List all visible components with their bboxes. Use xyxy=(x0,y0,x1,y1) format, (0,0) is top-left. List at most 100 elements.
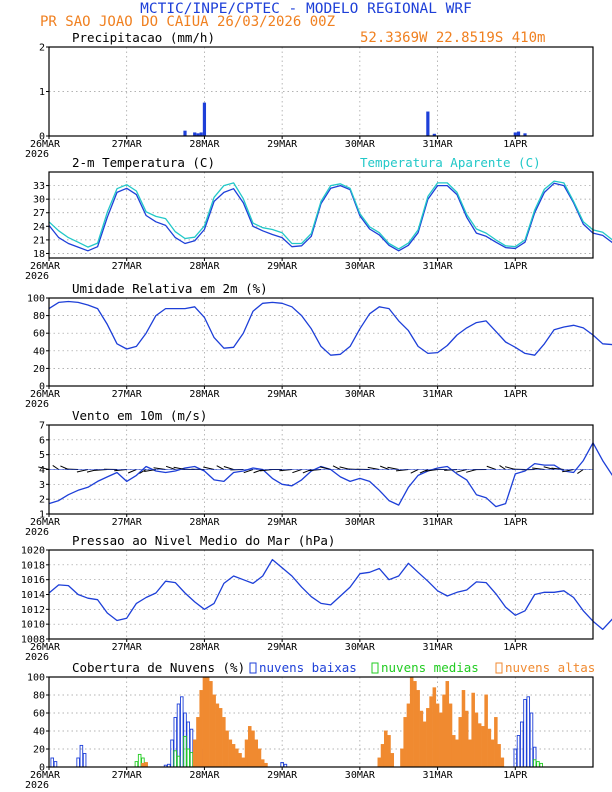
precip-bar xyxy=(516,131,521,136)
cloud-bar-2 xyxy=(419,710,424,768)
y-tick-label: 80 xyxy=(33,691,45,702)
legend-swatch xyxy=(371,662,379,674)
y-tick-label: 0 xyxy=(39,763,45,774)
panel-frame xyxy=(48,424,594,515)
cloud-bar-2 xyxy=(458,717,463,768)
cloud-bar-2 xyxy=(202,676,207,768)
cloud-bar-2 xyxy=(212,694,216,768)
cloud-bar-2 xyxy=(390,753,395,768)
precip-bar xyxy=(523,133,527,136)
wind-arrow xyxy=(332,465,341,470)
y-tick-label: 1016 xyxy=(21,575,45,586)
y-tick-label: 100 xyxy=(27,294,45,305)
x-tick-label: 26MAR xyxy=(30,770,61,781)
x-tick-label: 30MAR xyxy=(345,642,376,653)
panel-frame xyxy=(48,171,594,259)
cloud-bar-1 xyxy=(176,755,181,768)
y-tick-label: 0 xyxy=(39,382,45,393)
precip-bar xyxy=(513,132,517,136)
cloud-bar-2 xyxy=(487,728,492,768)
cloud-bar-2 xyxy=(244,739,249,768)
y-tick-label: 0 xyxy=(39,132,45,143)
header-station: PR SAO JOAO DO CAIUA 26/03/2026 00Z xyxy=(40,14,335,30)
cloud-bar-2 xyxy=(247,726,252,768)
x-tick-label: 28MAR xyxy=(189,517,220,528)
x-tick-label: 28MAR xyxy=(189,642,220,653)
x-tick-label: 31MAR xyxy=(423,389,454,400)
header-title: MCTIC/INPE/CPTEC - MODELO REGIONAL WRF xyxy=(140,1,472,17)
precip-bar xyxy=(199,132,203,136)
cloud-bar-0 xyxy=(170,739,174,768)
x-tick-label: 31MAR xyxy=(423,770,454,781)
x-tick-label: 1APR xyxy=(503,389,528,400)
cloud-bar-2 xyxy=(471,692,475,768)
cloud-bar-2 xyxy=(413,681,417,768)
cloud-bar-2 xyxy=(257,748,262,768)
y-tick-label: 5 xyxy=(39,450,45,461)
wind-arrow xyxy=(410,469,419,474)
x-tick-label: 31MAR xyxy=(423,261,454,272)
cloud-bar-0 xyxy=(76,757,80,768)
cloud-bar-1 xyxy=(183,735,187,768)
cloud-bar-2 xyxy=(225,730,229,768)
cloud-bar-2 xyxy=(215,703,220,768)
cloud-bar-0 xyxy=(519,721,524,768)
cloud-bar-2 xyxy=(380,744,385,768)
precip-bar xyxy=(183,130,187,136)
x-tick-label: 31MAR xyxy=(423,642,454,653)
cloud-bar-2 xyxy=(461,690,466,768)
wind-arrow xyxy=(139,469,147,474)
cloud-bar-0 xyxy=(53,761,58,768)
cloud-bar-1 xyxy=(189,752,194,768)
wind-arrow xyxy=(380,465,390,470)
x-tick-label: 28MAR xyxy=(189,389,220,400)
x-tick-label: 26MAR xyxy=(30,517,61,528)
x-tick-year: 2026 xyxy=(25,527,49,538)
panel-title: Cobertura de Nuvens (%) xyxy=(72,660,245,675)
x-tick-label: 1APR xyxy=(503,642,528,653)
y-tick-label: 6 xyxy=(39,435,45,446)
cloud-bar-2 xyxy=(497,744,501,768)
wind-arrow xyxy=(486,465,497,470)
cloud-bar-2 xyxy=(426,708,430,768)
cloud-bar-0 xyxy=(516,735,521,768)
panel-frame xyxy=(48,46,594,137)
cloud-bar-0 xyxy=(526,696,531,768)
x-tick-year: 2026 xyxy=(25,652,49,663)
cloud-bar-2 xyxy=(238,753,242,768)
cloud-bar-2 xyxy=(209,681,213,768)
cloud-bar-2 xyxy=(477,723,482,768)
y-tick-label: 1020 xyxy=(21,546,45,557)
cloud-bar-2 xyxy=(468,739,472,768)
y-tick-label: 1008 xyxy=(21,635,45,646)
wind-arrow xyxy=(216,465,225,470)
cloud-bar-2 xyxy=(464,710,469,768)
cloud-bar-2 xyxy=(387,735,391,768)
legend-label: nuvens medias xyxy=(381,660,479,675)
cloud-bar-2 xyxy=(383,730,388,768)
y-tick-label: 7 xyxy=(39,421,45,432)
panel-title: Precipitacao (mm/h) xyxy=(72,30,215,45)
x-tick-label: 1APR xyxy=(503,517,528,528)
precip-bar xyxy=(432,133,436,136)
panel-title: Vento em 10m (m/s) xyxy=(72,408,207,423)
series-line-pmsl-0 xyxy=(48,558,612,631)
cloud-bar-2 xyxy=(231,744,236,768)
wind-arrow xyxy=(319,466,331,470)
cloud-bar-2 xyxy=(432,687,437,768)
x-tick-label: 26MAR xyxy=(30,389,61,400)
wind-arrow xyxy=(292,469,302,474)
cloud-bar-2 xyxy=(218,708,223,768)
temp-legend: Temperatura Aparente (C) xyxy=(360,155,541,170)
cloud-bar-2 xyxy=(484,694,488,768)
x-tick-label: 29MAR xyxy=(267,770,298,781)
y-tick-label: 30 xyxy=(33,195,45,206)
cloud-bar-2 xyxy=(439,712,443,768)
cloud-bar-2 xyxy=(451,735,456,768)
y-tick-label: 1010 xyxy=(21,620,45,631)
cloud-bar-2 xyxy=(377,757,382,768)
precip-bar xyxy=(426,111,430,136)
